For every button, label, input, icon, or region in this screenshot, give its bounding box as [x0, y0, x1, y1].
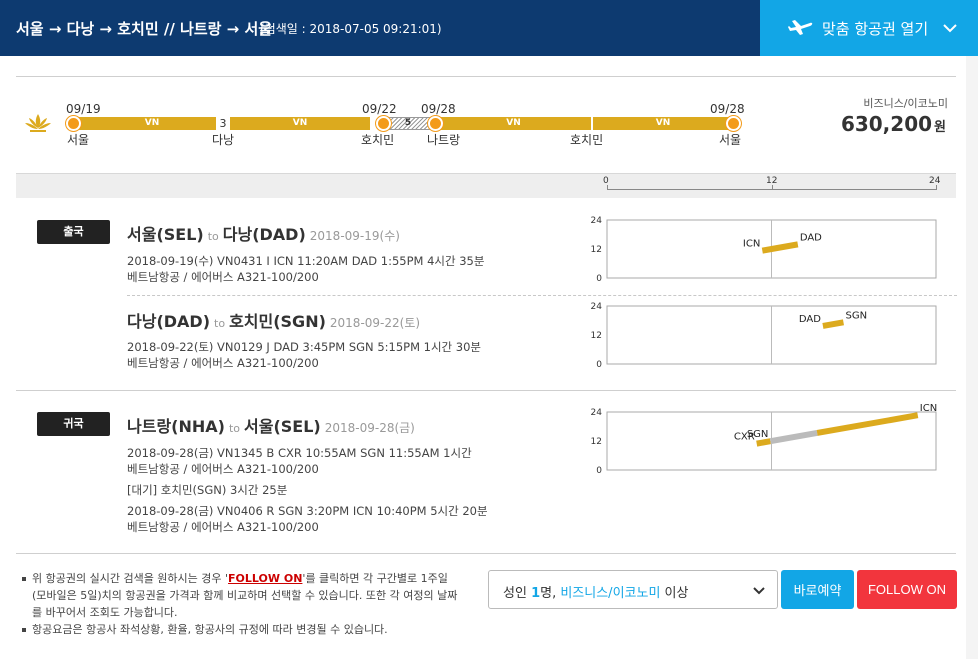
- time-scale-label: 12: [766, 176, 778, 186]
- timeline-city: 서울: [719, 133, 742, 147]
- timeline-city: 나트랑: [427, 133, 461, 147]
- chart-flight-bar: [756, 438, 771, 447]
- cabin-class: 비즈니스/이코노미: [863, 97, 948, 110]
- leg-detail: 2018-09-22(토) VN0129 J DAD 3:45PM SGN 5:…: [127, 340, 481, 354]
- notes-list: 위 항공권의 실시간 검색을 원하시는 경우 'FOLLOW ON'를 클릭하면…: [22, 570, 462, 638]
- airplane-icon: [788, 20, 813, 35]
- chart-y-label: 24: [591, 408, 603, 418]
- timeline-date: 09/28: [421, 102, 456, 116]
- leg-title: 다낭(DAD) to 호치민(SGN) 2018-09-22(토): [127, 312, 421, 331]
- chart-flight-bar: [816, 412, 919, 436]
- timeline-city: 호치민: [361, 133, 395, 147]
- layover-info: [대기] 호치민(SGN) 3시간 25분: [127, 483, 288, 497]
- chevron-down-icon: [943, 24, 957, 33]
- divider: [16, 76, 956, 77]
- passenger-select[interactable]: 성인 1명, 비즈니스/이코노미 이상: [488, 570, 778, 609]
- time-scale-tick: [936, 185, 937, 190]
- leg-detail: 2018-09-28(금) VN1345 B CXR 10:55AM SGN 1…: [127, 446, 472, 460]
- total-price: 630,200 원: [840, 112, 946, 136]
- chart-airport-label: DAD: [799, 314, 821, 325]
- chart-y-label: 12: [591, 245, 602, 255]
- chart-y-label: 12: [591, 331, 602, 341]
- chart-airport-label: CXR: [734, 432, 755, 443]
- timeline-city: 서울: [67, 133, 90, 147]
- timeline-dot: [376, 116, 391, 131]
- passenger-select-value: 성인 1명, 비즈니스/이코노미 이상: [503, 586, 689, 601]
- time-scale-tick: [772, 185, 773, 190]
- note-item: 항공요금은 항공사 좌석상황, 환율, 항공사의 규정에 따라 변경될 수 있습…: [22, 621, 462, 638]
- top-bar: 서울 → 다낭 → 호치민 // 나트랑 → 서울 (검색일 : 2018-07…: [0, 0, 978, 56]
- chart-y-label: 0: [596, 274, 602, 284]
- scrollbar[interactable]: [966, 56, 978, 659]
- leg-aircraft: 베트남항공 / 에어버스 A321-100/200: [127, 520, 319, 534]
- inbound-badge: 귀국: [37, 412, 110, 436]
- chart-airport-label: SGN: [747, 429, 769, 440]
- leg-aircraft: 베트남항공 / 에어버스 A321-100/200: [127, 270, 319, 284]
- time-scale-bar: [16, 173, 956, 198]
- flight-time-chart: 24 12 0 DAD SGN: [590, 302, 940, 372]
- chart-y-label: 0: [596, 360, 602, 370]
- search-date: (검색일 : 2018-07-05 09:21:01): [260, 22, 442, 36]
- leg-aircraft: 베트남항공 / 에어버스 A321-100/200: [127, 356, 319, 370]
- section-divider: [16, 390, 956, 391]
- route-title: 서울 → 다낭 → 호치민 // 나트랑 → 서울: [16, 20, 273, 38]
- footer-divider: [16, 553, 956, 554]
- outbound-badge: 출국: [37, 220, 110, 244]
- timeline-layover: 5: [384, 117, 432, 130]
- flight-time-chart: 24 12 0 CXR SGN ICN: [590, 403, 940, 478]
- chart-y-label: 24: [591, 216, 603, 226]
- chart-flight-bar: [822, 319, 844, 329]
- chart-y-label: 12: [591, 437, 602, 447]
- timeline-segment: VN: [436, 117, 591, 130]
- leg-aircraft: 베트남항공 / 에어버스 A321-100/200: [127, 462, 319, 476]
- timeline-dot: [428, 116, 443, 131]
- timeline-date: 09/19: [66, 102, 101, 116]
- leg-divider: [127, 295, 957, 296]
- note-item: 위 항공권의 실시간 검색을 원하시는 경우 'FOLLOW ON'를 클릭하면…: [22, 570, 462, 621]
- follow-on-button[interactable]: FOLLOW ON: [857, 570, 957, 609]
- chart-airport-label: ICN: [743, 239, 760, 250]
- timeline-segment: VN: [593, 117, 733, 130]
- time-scale-label: 0: [603, 176, 609, 186]
- chart-airport-label: SGN: [845, 310, 867, 321]
- open-custom-ticket-button[interactable]: 맞춤 항공권 열기: [760, 0, 978, 56]
- timeline-dot: [726, 116, 741, 131]
- chart-y-label: 24: [591, 302, 603, 312]
- leg-title: 나트랑(NHA) to 서울(SEL) 2018-09-28(금): [127, 417, 415, 436]
- flight-time-chart: 24 12 0 ICN DAD: [590, 216, 940, 286]
- timeline-date: 09/22: [362, 102, 397, 116]
- time-scale-label: 24: [929, 176, 941, 186]
- leg-detail: 2018-09-19(수) VN0431 I ICN 11:20AM DAD 1…: [127, 254, 485, 268]
- chart-layover-bar: [769, 429, 818, 445]
- timeline-stop-days: 3: [216, 117, 230, 130]
- chart-airport-label: ICN: [920, 403, 937, 414]
- book-now-button[interactable]: 바로예약: [781, 570, 854, 609]
- vietnam-airlines-lotus-icon: [25, 114, 51, 132]
- timeline-city: 다낭: [212, 133, 235, 147]
- time-scale-tick: [607, 185, 608, 190]
- timeline-segment: VN: [230, 117, 370, 130]
- chart-airport-label: DAD: [800, 232, 822, 243]
- timeline-segment: VN: [74, 117, 230, 130]
- timeline-city: 호치민: [570, 133, 604, 147]
- leg-title: 서울(SEL) to 다낭(DAD) 2018-09-19(수): [127, 225, 400, 244]
- open-button-label: 맞춤 항공권 열기: [822, 20, 929, 38]
- chevron-down-icon: [753, 587, 765, 595]
- chart-y-label: 0: [596, 466, 602, 476]
- chart-flight-bar: [761, 241, 799, 254]
- follow-on-link[interactable]: FOLLOW ON: [228, 572, 303, 585]
- timeline-dot: [66, 116, 81, 131]
- leg-detail: 2018-09-28(금) VN0406 R SGN 3:20PM ICN 10…: [127, 504, 488, 518]
- timeline-date: 09/28: [710, 102, 745, 116]
